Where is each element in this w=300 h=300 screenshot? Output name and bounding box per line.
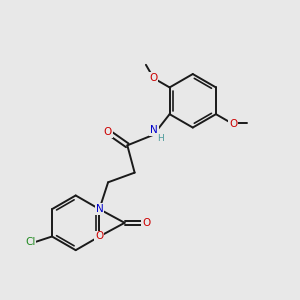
Text: N: N [150,125,158,135]
Text: O: O [142,218,150,228]
Text: N: N [95,204,103,214]
Text: O: O [149,73,157,83]
Text: Cl: Cl [25,237,35,247]
Text: O: O [95,232,104,242]
Text: O: O [104,127,112,137]
Text: O: O [229,119,238,129]
Text: H: H [157,134,164,143]
